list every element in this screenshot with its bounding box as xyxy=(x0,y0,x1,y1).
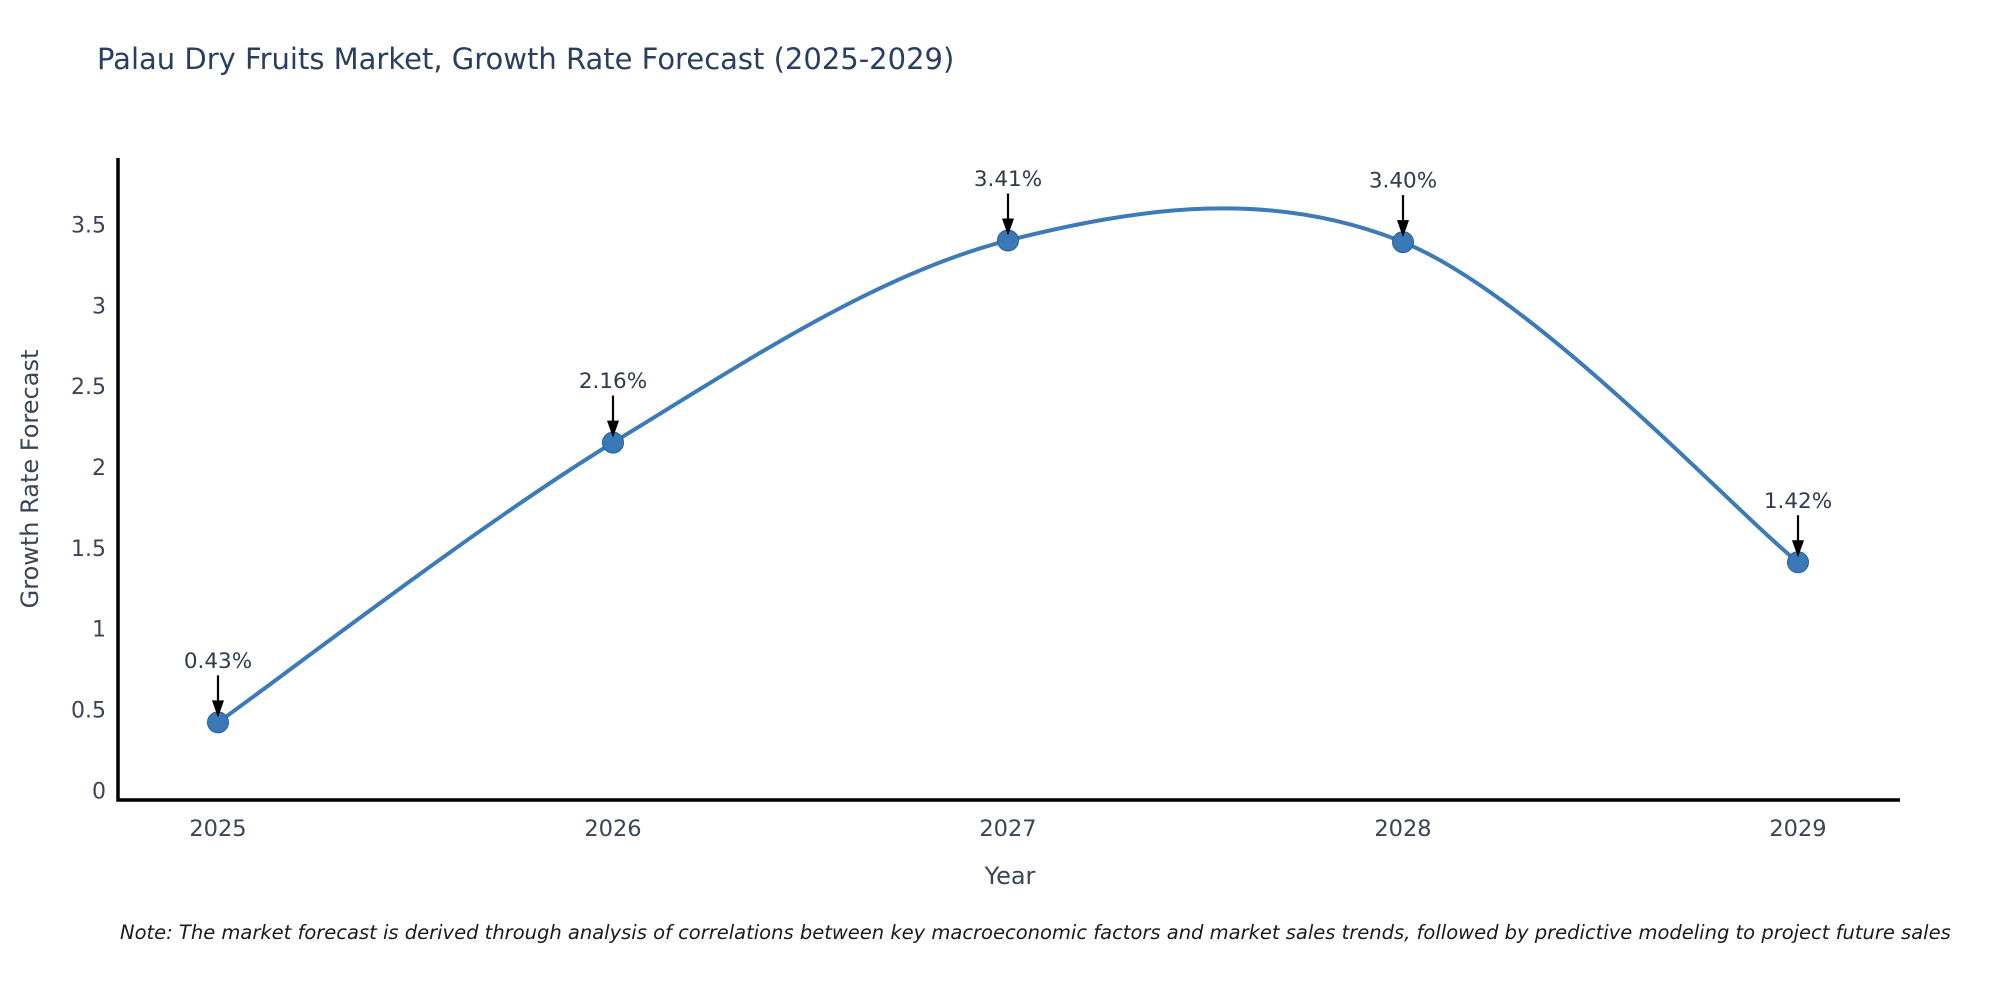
point-value-label: 0.43% xyxy=(184,649,252,674)
y-tick-label: 0 xyxy=(92,779,106,804)
x-tick-label: 2025 xyxy=(189,816,246,842)
y-tick-label: 0.5 xyxy=(71,699,106,724)
annotation-arrowhead xyxy=(212,700,224,718)
y-tick-label: 3 xyxy=(92,294,106,319)
point-value-label: 3.40% xyxy=(1369,169,1437,194)
point-value-label: 2.16% xyxy=(579,369,647,394)
footnote: Note: The market forecast is derived thr… xyxy=(120,921,1951,944)
y-tick-label: 1 xyxy=(92,618,106,643)
annotation-arrowhead xyxy=(607,420,619,438)
x-tick-label: 2028 xyxy=(1374,816,1431,842)
chart-title: Palau Dry Fruits Market, Growth Rate For… xyxy=(97,42,955,76)
y-tick-label: 2 xyxy=(92,456,106,481)
trend-line xyxy=(216,206,1800,725)
x-tick-label: 2029 xyxy=(1769,816,1826,842)
point-value-label: 1.42% xyxy=(1764,489,1832,514)
y-axis-title: Growth Rate Forecast xyxy=(16,349,44,609)
y-tick-label: 2.5 xyxy=(71,375,106,400)
annotation-arrowhead xyxy=(1792,540,1804,558)
x-tick-label: 2027 xyxy=(979,816,1036,842)
axis-spines xyxy=(116,158,1900,802)
y-tick-label: 1.5 xyxy=(71,537,106,562)
point-value-label: 3.41% xyxy=(974,167,1042,192)
y-tick-label: 3.5 xyxy=(71,213,106,238)
x-axis-title: Year xyxy=(984,862,1036,890)
annotation-arrowhead xyxy=(1002,218,1014,236)
x-tick-label: 2026 xyxy=(584,816,641,842)
annotation-arrowhead xyxy=(1397,220,1409,238)
